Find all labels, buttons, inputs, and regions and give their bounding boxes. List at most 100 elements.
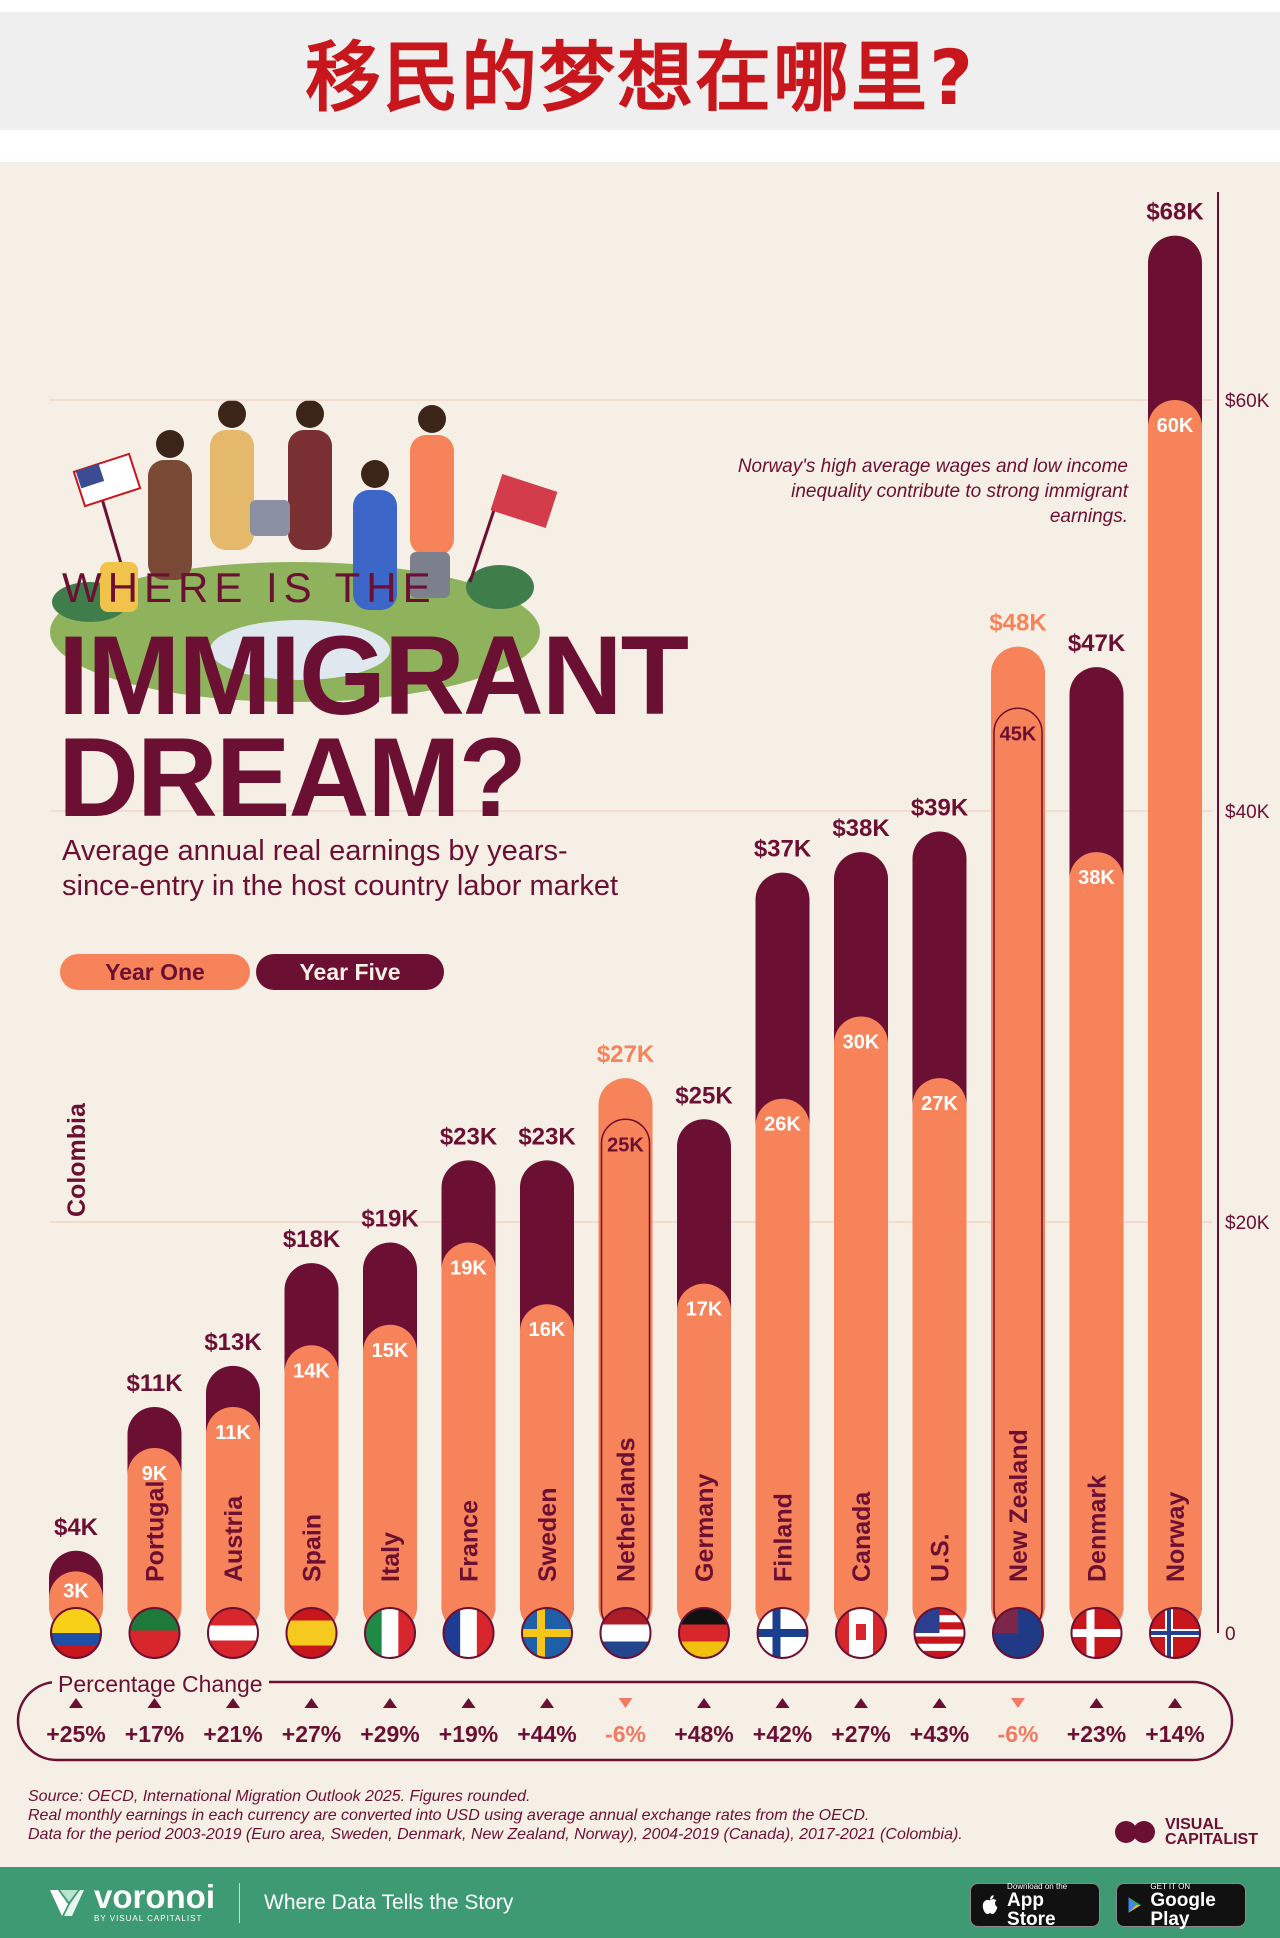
percentage-change-value: +19% [439, 1721, 498, 1747]
google-play-icon [1128, 1897, 1141, 1913]
arrow-up-icon [854, 1698, 868, 1708]
country-label: Finland [770, 1493, 798, 1582]
arrow-up-icon [697, 1698, 711, 1708]
flag-border [678, 1607, 730, 1659]
flag-border [1070, 1607, 1123, 1659]
year-five-label: $38K [832, 815, 890, 842]
visual-capitalist-icon [1114, 1818, 1159, 1846]
flag-icon-sweden [522, 1608, 572, 1658]
arrow-up-icon [1168, 1698, 1182, 1708]
arrow-up-icon [540, 1698, 554, 1708]
person-head [156, 430, 184, 458]
flag-icon-canada [836, 1608, 886, 1658]
year-one-label: 30K [843, 1032, 880, 1054]
headline-pre: WHERE IS THE [62, 564, 437, 611]
google-play-button[interactable]: GET IT ON Google Play [1116, 1882, 1246, 1930]
country-label: Germany [691, 1474, 719, 1582]
y-tick-label: $60K [1225, 391, 1270, 412]
year-one-label: 45K [1000, 723, 1037, 745]
bar-year-one [1069, 852, 1124, 1633]
year-one-label: 15K [372, 1340, 409, 1362]
suitcase-icon [100, 562, 138, 612]
country-label: France [456, 1500, 484, 1582]
country-label: New Zealand [1005, 1429, 1033, 1582]
percentage-change-value: +27% [831, 1721, 890, 1747]
country-label: Colombia [63, 1102, 91, 1217]
arrow-up-icon [147, 1698, 162, 1708]
year-one-label: 27K [921, 1093, 958, 1115]
flag-border [1149, 1607, 1201, 1659]
bar-chart: 0 $20K $40K $60K $4K 3K Colombia +25% $11K 9KPort… [16, 192, 1270, 1762]
person-head [296, 400, 324, 428]
bar-year-one [755, 1098, 810, 1633]
footer-bar: voronoi BY VISUAL CAPITALIST Where Data … [0, 1867, 1280, 1938]
bar-year-one [127, 1448, 182, 1633]
flag-border [442, 1607, 495, 1659]
year-five-label: $19K [361, 1206, 419, 1233]
year-five-label: $48K [989, 610, 1047, 637]
flag-border [207, 1607, 259, 1659]
chart-subtitle: Average annual real earnings by years-si… [62, 835, 619, 902]
year-one-label: 25K [607, 1134, 644, 1156]
year-one-label: 17K [686, 1299, 723, 1321]
year-five-label: $11K [126, 1370, 183, 1397]
bar-year-one [441, 1242, 496, 1633]
percentage-change-value: +42% [753, 1721, 812, 1747]
footer-tagline: Where Data Tells the Story [264, 1890, 514, 1914]
plant-right [466, 565, 534, 609]
source-notes: Source: OECD, International Migration Ou… [28, 1787, 1028, 1844]
person-body [210, 430, 254, 550]
flag-border [835, 1607, 887, 1659]
bar-year-one [677, 1283, 731, 1633]
person-head [418, 405, 446, 433]
country-label: U.S. [927, 1533, 955, 1582]
arrow-down-icon [618, 1698, 633, 1708]
source-line: Real monthly earnings in each currency a… [28, 1807, 870, 1824]
person-body [288, 430, 332, 550]
flag-icon-denmark [1071, 1608, 1122, 1658]
year-five-label: $27K [597, 1041, 655, 1068]
footer-divider [239, 1882, 240, 1923]
country-label: Netherlands [613, 1438, 641, 1582]
year-five-label: $23K [518, 1123, 576, 1150]
y-tick-label: $20K [1225, 1213, 1270, 1234]
voronoi-brand[interactable]: voronoi BY VISUAL CAPITALIST [48, 1880, 215, 1923]
apple-icon [982, 1895, 998, 1915]
country-label: Portugal [142, 1481, 170, 1582]
globe-water [210, 620, 390, 680]
arrow-up-icon [775, 1698, 790, 1708]
year-five-label: $47K [1068, 630, 1126, 657]
bar-year-one [1148, 400, 1202, 1633]
percentage-change-frame [16, 1680, 1234, 1762]
bar-year-one [284, 1345, 339, 1633]
flag-border [364, 1607, 416, 1659]
person-body [410, 435, 454, 555]
arrow-up-icon [1089, 1698, 1104, 1708]
percentage-change-title: Percentage Change [52, 1671, 269, 1698]
year-five-label: $23K [440, 1123, 498, 1150]
banner: 移民的梦想在哪里? [0, 12, 1280, 130]
arrow-up-icon [226, 1698, 240, 1708]
percentage-change-value: +21% [203, 1721, 262, 1747]
arrow-up-icon [461, 1698, 476, 1708]
percentage-change-value: +23% [1067, 1721, 1126, 1747]
google-play-big: Google Play [1150, 1889, 1216, 1930]
percentage-change-value: -6% [998, 1721, 1039, 1747]
person-head [361, 460, 389, 488]
year-one-label: 38K [1078, 867, 1115, 889]
app-store-small: Download on the [1007, 1881, 1068, 1891]
banner-title: 移民的梦想在哪里? [304, 33, 976, 122]
bar-year-one [363, 1324, 417, 1633]
app-store-button[interactable]: Download on the App Store [970, 1881, 1100, 1929]
bar-year-five [598, 1078, 653, 1633]
bar-year-one [206, 1406, 260, 1633]
voronoi-icon [50, 1889, 84, 1916]
country-label: Austria [220, 1495, 248, 1582]
year-five-label: $68K [1146, 199, 1204, 226]
flag-border [285, 1607, 338, 1659]
percentage-change-value: -6% [605, 1721, 646, 1747]
flag-border [913, 1607, 966, 1659]
source-line: Source: OECD, International Migration Ou… [28, 1788, 531, 1805]
percentage-change-value: +14% [1145, 1721, 1204, 1747]
infographic: 0 $20K $40K $60K $4K 3K Colombia +25% $11K 9K Port… [0, 162, 1280, 1867]
